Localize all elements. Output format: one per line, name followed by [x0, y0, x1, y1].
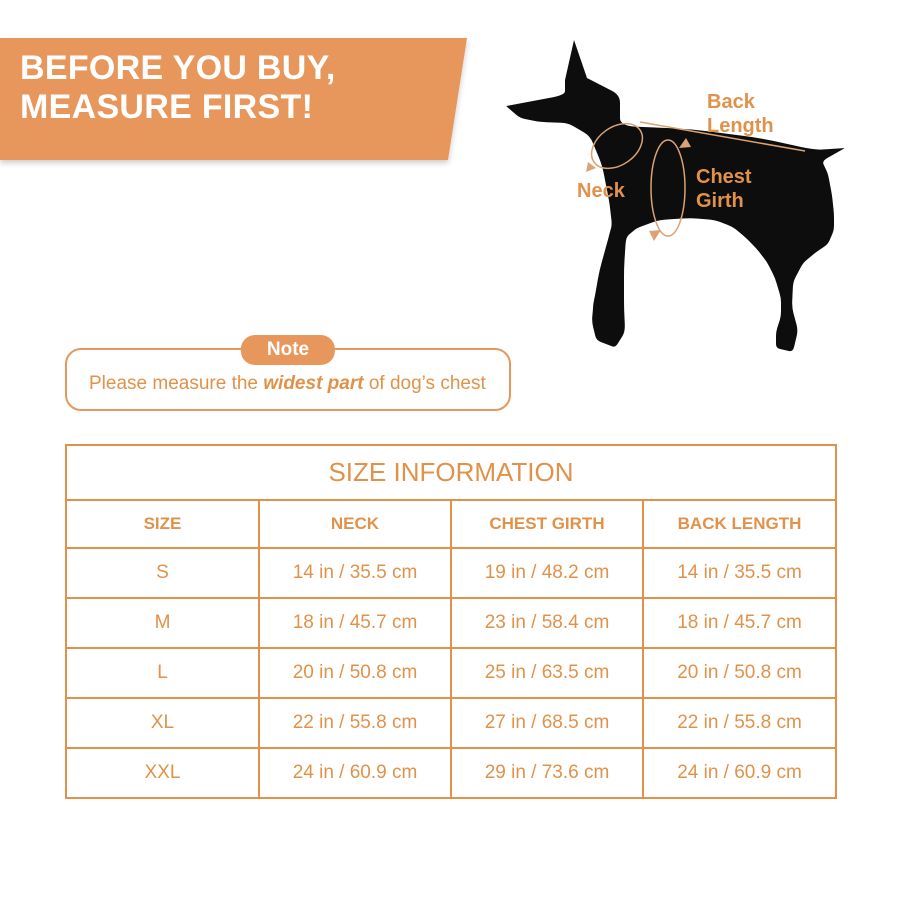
svg-text:Length: Length	[707, 115, 774, 137]
svg-text:Back: Back	[707, 91, 756, 113]
svg-text:Chest: Chest	[696, 166, 752, 188]
svg-text:Girth: Girth	[696, 190, 744, 212]
svg-text:Neck: Neck	[577, 180, 626, 202]
